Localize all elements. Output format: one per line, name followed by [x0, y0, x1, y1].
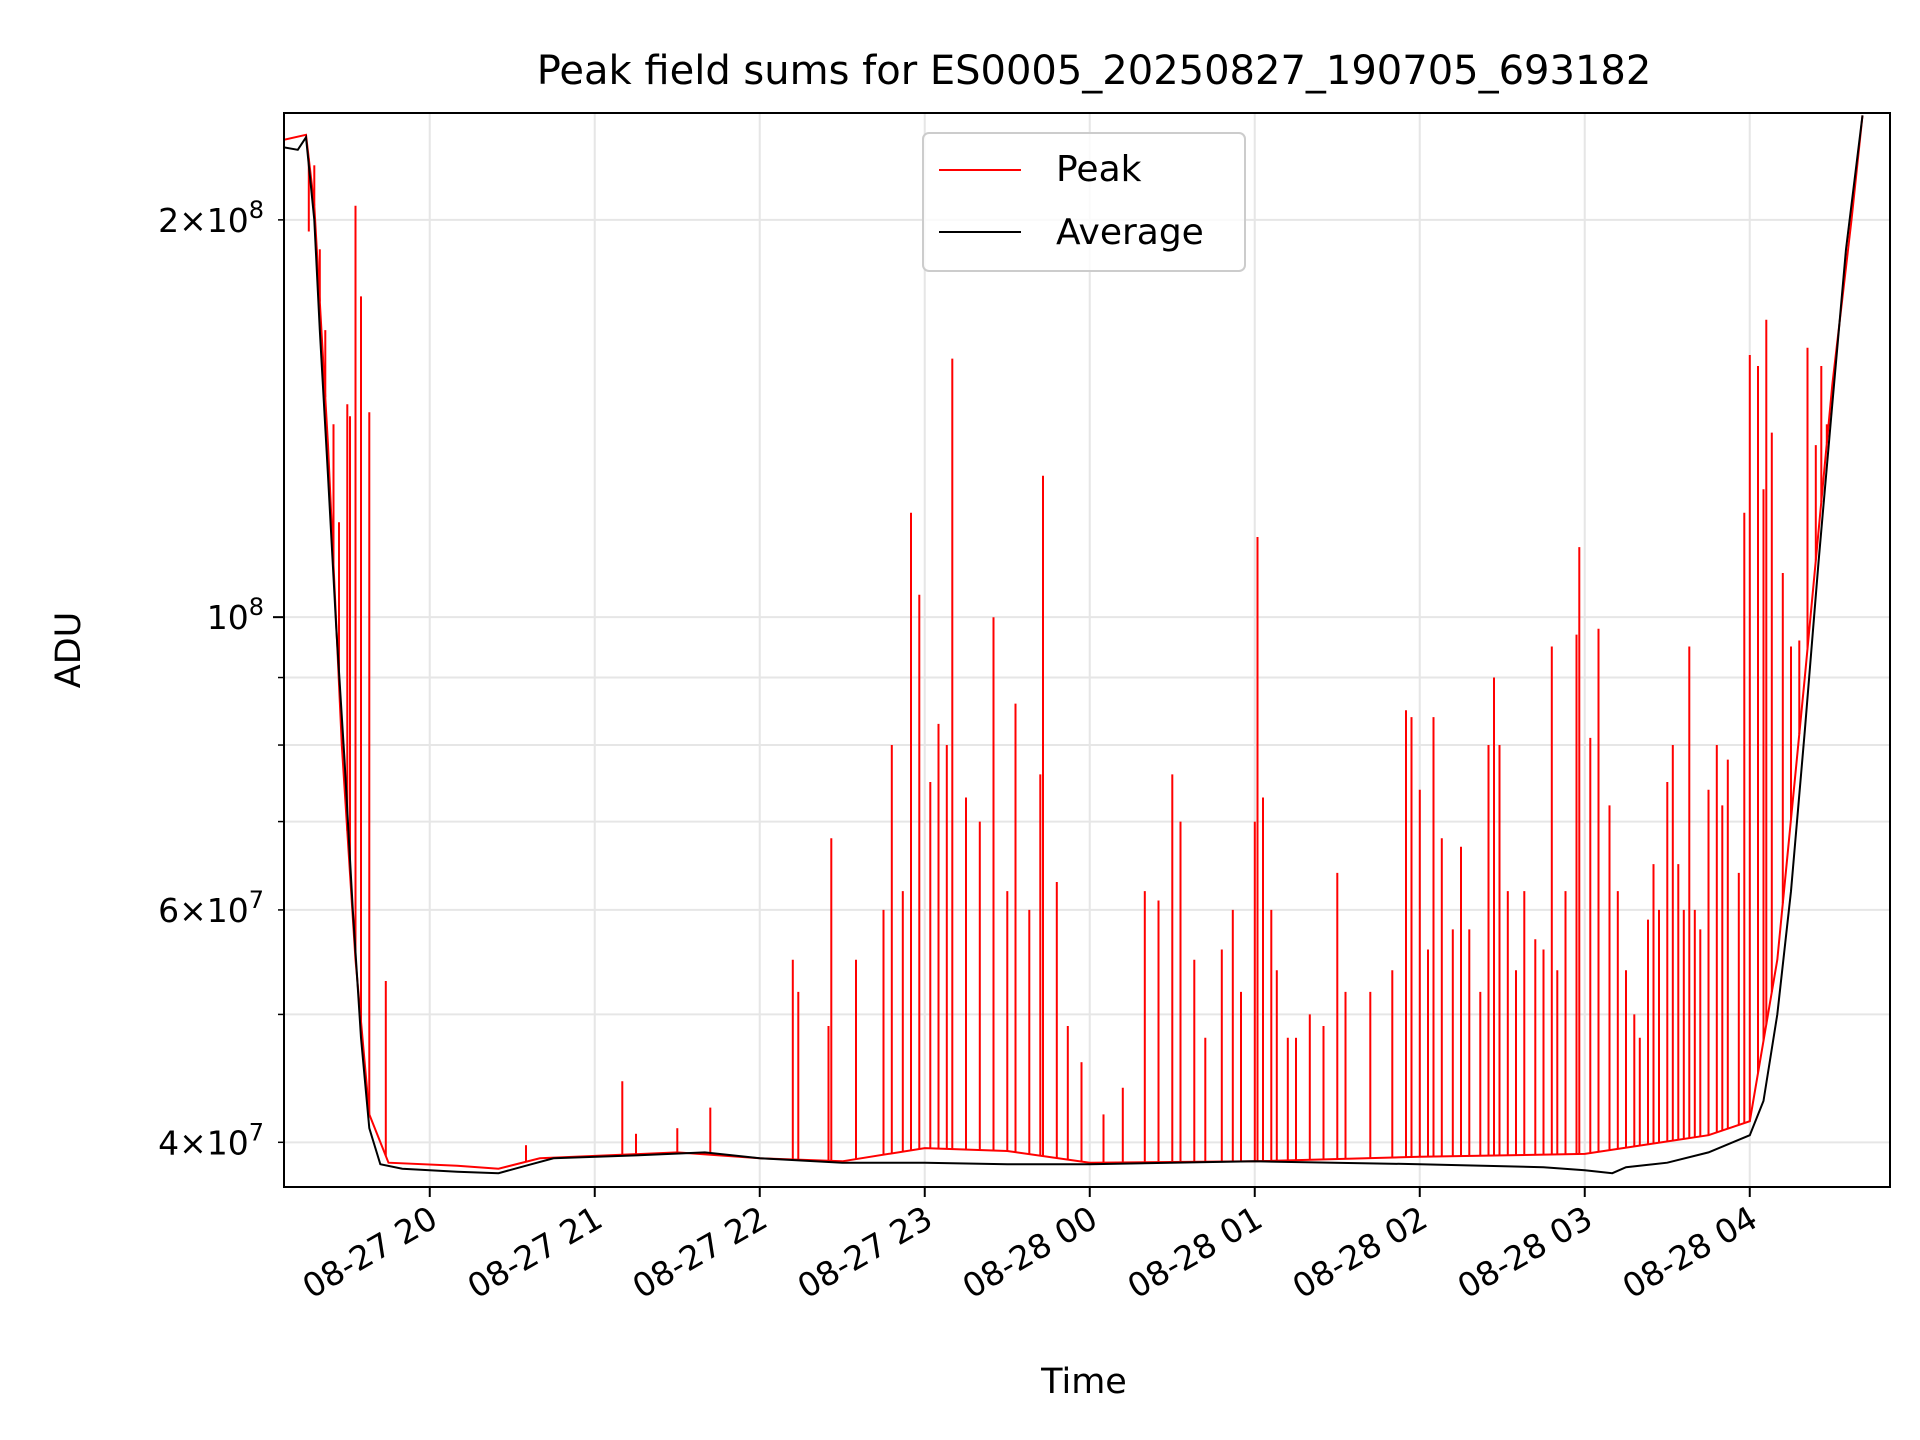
- legend-peak-label: Peak: [1056, 149, 1142, 190]
- y-axis-label: ADU: [49, 612, 89, 689]
- grid: [284, 113, 1890, 1187]
- legend-box: [922, 132, 1246, 272]
- plot-frame: [283, 112, 1891, 1188]
- x-axis-label: Time: [1040, 1362, 1127, 1402]
- legend: Peak Average: [922, 132, 1246, 272]
- y-tick-label: 2×108: [158, 196, 264, 240]
- average-line: [284, 115, 1864, 1175]
- y-tick-label: 4×107: [158, 1118, 264, 1162]
- chart-title: Peak field sums for ES0005_20250827_1907…: [537, 48, 1652, 94]
- y-tick-label: 6×107: [158, 886, 264, 930]
- legend-average-label: Average: [1056, 212, 1204, 253]
- y-tick-label: 108: [207, 593, 264, 637]
- series-layer: [284, 115, 1864, 1175]
